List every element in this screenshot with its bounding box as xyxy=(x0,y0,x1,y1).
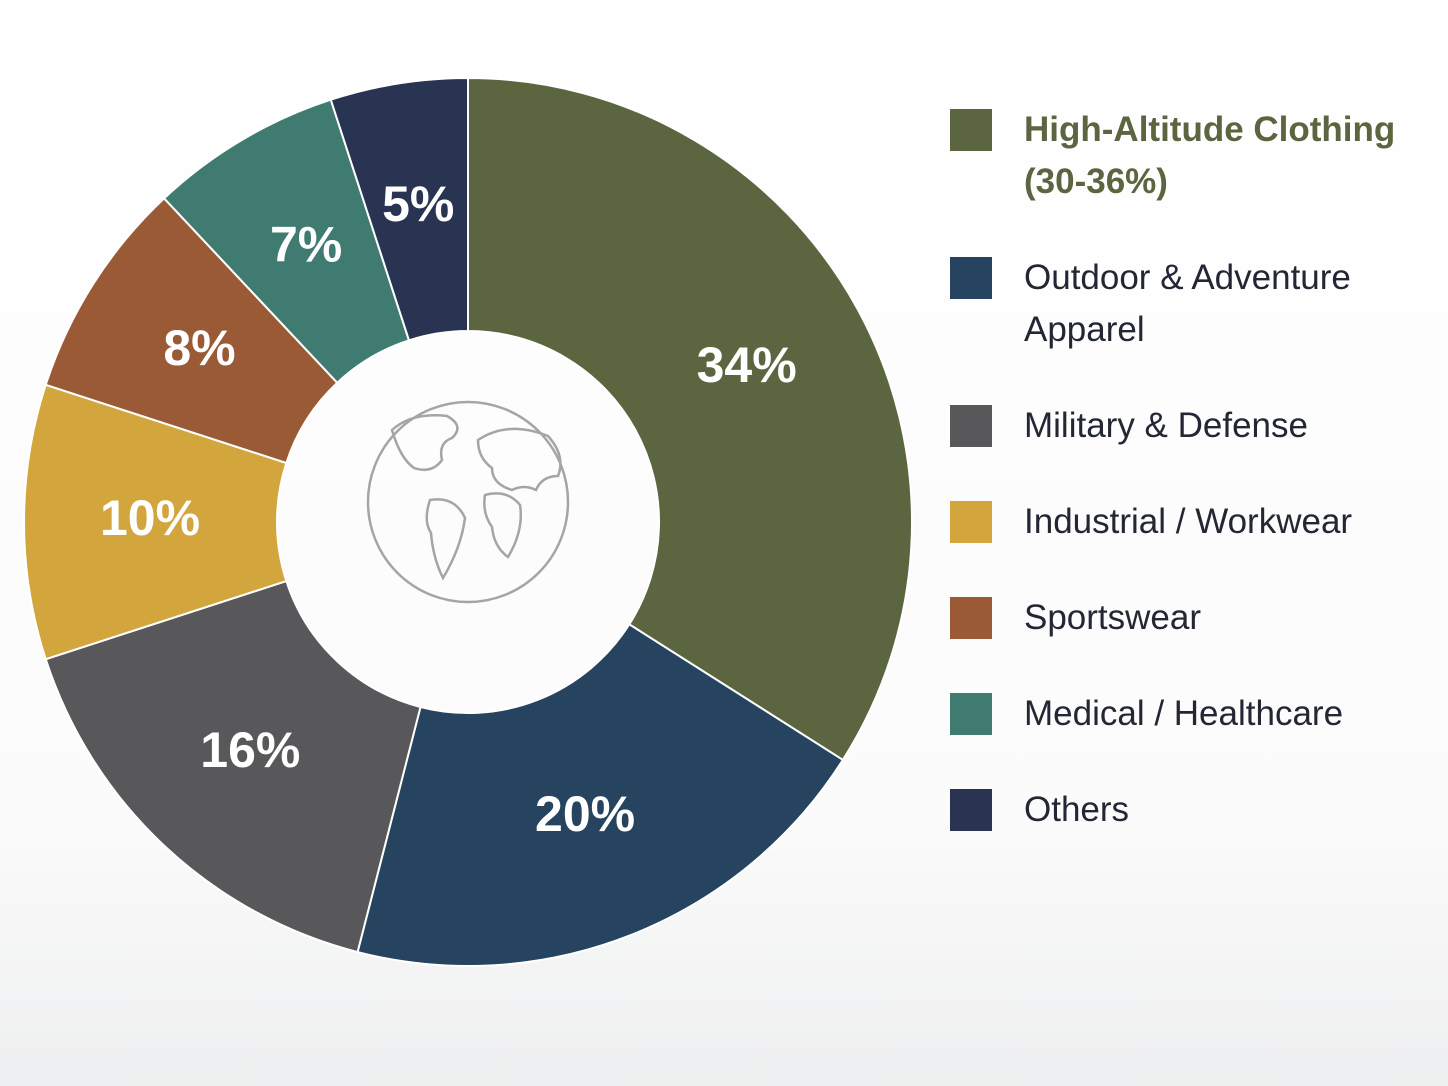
slice-label: 16% xyxy=(200,722,300,778)
legend-label: Medical / Healthcare xyxy=(1024,694,1344,733)
legend-swatch xyxy=(950,109,992,151)
legend-item: Others xyxy=(950,784,1414,836)
legend-label: High-Altitude Clothing (30-36%) xyxy=(1024,110,1396,201)
legend-item: Medical / Healthcare xyxy=(950,688,1414,740)
legend-swatch xyxy=(950,405,992,447)
legend-swatch xyxy=(950,789,992,831)
slice-label: 10% xyxy=(100,490,200,546)
legend-label: Sportswear xyxy=(1024,598,1202,637)
globe-land xyxy=(425,498,467,581)
legend-label: Others xyxy=(1024,790,1130,829)
legend-item: Sportswear xyxy=(950,592,1414,644)
legend-label: Outdoor & Adventure Apparel xyxy=(1024,258,1351,349)
legend-swatch xyxy=(950,257,992,299)
slice-label: 7% xyxy=(270,216,342,272)
slices: 34% 20% 16% 10% 8% 7% 5% xyxy=(23,76,913,967)
slice-label: 20% xyxy=(535,786,635,842)
legend-swatch xyxy=(950,693,992,735)
legend-swatch xyxy=(950,597,992,639)
legend-item: Outdoor & Adventure Apparel xyxy=(950,252,1414,356)
globe-icon xyxy=(366,400,570,604)
slice xyxy=(329,76,469,342)
globe-land xyxy=(390,414,459,471)
slice xyxy=(23,383,288,661)
slice-label: 34% xyxy=(697,337,797,393)
legend-swatch xyxy=(950,501,992,543)
legend-label: Military & Defense xyxy=(1024,406,1308,445)
slice xyxy=(356,622,845,967)
slice-label: 5% xyxy=(382,176,454,232)
slice-label: 8% xyxy=(163,320,235,376)
globe-outline xyxy=(366,400,570,604)
legend-label: Industrial / Workwear xyxy=(1024,502,1353,541)
legend: High-Altitude Clothing (30-36%) Outdoor &… xyxy=(950,104,1414,836)
legend-item: Military & Defense xyxy=(950,400,1414,452)
slice xyxy=(44,579,422,954)
globe-land xyxy=(476,427,562,492)
slice xyxy=(467,76,913,762)
globe-land xyxy=(483,492,522,559)
legend-item: High-Altitude Clothing (30-36%) xyxy=(950,104,1414,208)
legend-item: Industrial / Workwear xyxy=(950,496,1414,548)
